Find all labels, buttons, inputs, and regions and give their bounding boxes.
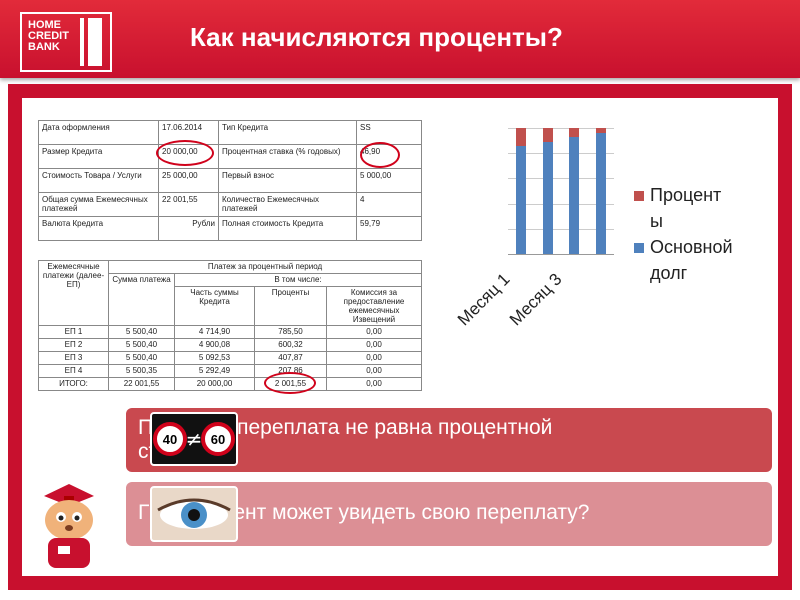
grid-line bbox=[508, 203, 614, 205]
payment-schedule-table: Ежемесячные платежи (далее-ЕП) Платеж за … bbox=[38, 260, 422, 391]
speed-sign-image: 40 ≠ 60 bbox=[150, 412, 238, 466]
bar-interest bbox=[569, 127, 580, 138]
bar-interest bbox=[516, 127, 527, 146]
grid-line bbox=[508, 228, 614, 230]
bar-principal bbox=[542, 141, 553, 254]
bar-principal bbox=[595, 132, 606, 254]
total-interest-circle bbox=[264, 372, 316, 394]
table-row: Общая сумма Ежемесячных платежей 22 001,5… bbox=[38, 192, 422, 217]
home-credit-logo: HOME CREDIT BANK bbox=[20, 12, 112, 72]
eye-image bbox=[150, 486, 238, 542]
bar-principal bbox=[569, 137, 580, 254]
table-row: ИТОГО: 22 001,55 20 000,00 2 001,55 0,00 bbox=[38, 377, 422, 391]
rate-circle bbox=[360, 142, 400, 168]
bar-interest bbox=[542, 127, 553, 142]
header-bar: HOME CREDIT BANK Как начисляются процент… bbox=[0, 0, 800, 78]
legend-item-principal: Основной bbox=[634, 234, 733, 260]
legend-swatch bbox=[634, 243, 644, 254]
bar-principal bbox=[516, 145, 527, 254]
table-row: Дата оформления 17.06.2014 Тип Кредита SS bbox=[38, 120, 422, 145]
svg-text:40: 40 bbox=[163, 432, 177, 447]
svg-text:≠: ≠ bbox=[186, 427, 203, 451]
hamster-mascot-image bbox=[44, 484, 94, 568]
table-row: Ежемесячные платежи (далее-ЕП) Платеж за … bbox=[38, 260, 422, 326]
svg-text:60: 60 bbox=[211, 432, 225, 447]
grid-line bbox=[508, 128, 614, 129]
grid-line bbox=[508, 153, 614, 155]
x-axis bbox=[508, 254, 614, 255]
bar-interest bbox=[595, 127, 606, 133]
legend-swatch bbox=[634, 191, 644, 202]
legend-item-interest: Процент bbox=[634, 182, 733, 208]
table-row: Стоимость Товара / Услуги 25 000,00 Первый… bbox=[38, 168, 422, 193]
chart-legend: Процент ы Основной долг bbox=[634, 182, 733, 286]
slide-title: Как начисляются проценты? bbox=[190, 22, 563, 52]
table-row: Часть суммы Кредита Проценты Комиссия за п… bbox=[39, 286, 422, 326]
credit-amount-circle bbox=[156, 140, 214, 166]
table-row: Валюта Кредита Рубли Полная стоимость Кред… bbox=[38, 216, 422, 241]
credit-info-table: Дата оформления 17.06.2014 Тип Кредита SS Р… bbox=[38, 120, 422, 241]
grid-line bbox=[508, 178, 614, 180]
